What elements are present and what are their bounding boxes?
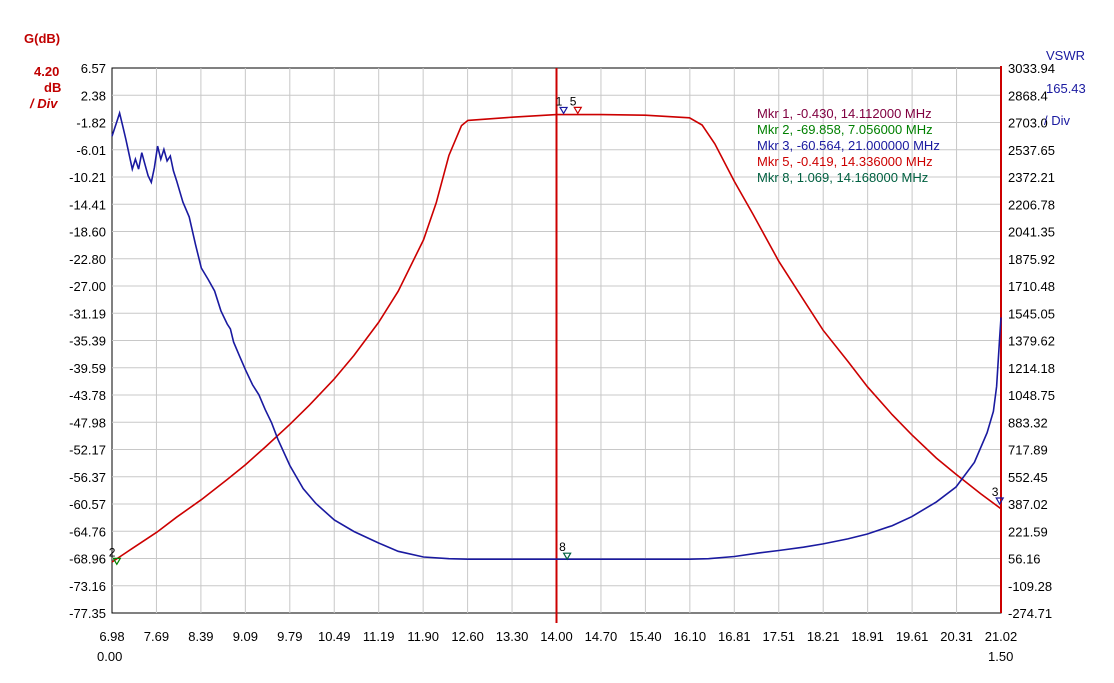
left-tick-label: 6.57 <box>81 61 106 76</box>
vswr-trace-line <box>111 110 1002 560</box>
left-tick-label: -14.41 <box>69 197 106 212</box>
left-tick-label: -27.00 <box>69 279 106 294</box>
left-tick-label: -73.16 <box>69 579 106 594</box>
right-tick-label: 1545.05 <box>1008 306 1055 321</box>
marker-5-number: 5 <box>570 94 577 108</box>
left-axis-ticks: 6.57 2.38 -1.82 -6.01 -10.21 -14.41 -18.60 -22.… <box>69 61 106 621</box>
right-tick-label: 1875.92 <box>1008 252 1055 267</box>
x-tick-label: 17.51 <box>762 629 795 644</box>
x-axis-secondary-max: 1.50 <box>988 649 1013 664</box>
left-tick-label: -77.35 <box>69 606 106 621</box>
x-tick-label: 16.10 <box>674 629 707 644</box>
right-tick-label: 3033.94 <box>1008 61 1055 76</box>
right-tick-label: -274.71 <box>1008 606 1052 621</box>
x-tick-label: 18.21 <box>807 629 840 644</box>
marker-5-readout: Mkr 5, -0.419, 14.336000 MHz <box>757 154 933 169</box>
marker-2-glyph: 2 <box>109 545 122 566</box>
x-tick-label: 8.39 <box>188 629 213 644</box>
marker-8-readout: Mkr 8, 1.069, 14.168000 MHz <box>757 170 928 185</box>
left-tick-label: -60.57 <box>69 497 106 512</box>
marker-2-number: 2 <box>109 545 116 559</box>
right-tick-label: 2537.65 <box>1008 143 1055 158</box>
left-axis-div-unit: dB <box>44 80 61 95</box>
x-tick-label: 9.09 <box>233 629 258 644</box>
right-tick-label: 1379.62 <box>1008 334 1055 349</box>
right-tick-label: 1214.18 <box>1008 361 1055 376</box>
x-axis-ticks: 6.98 7.69 8.39 9.09 9.79 10.49 11.19 11.90 12.60… <box>99 629 1017 644</box>
x-tick-label: 15.40 <box>629 629 662 644</box>
x-tick-label: 9.79 <box>277 629 302 644</box>
right-tick-label: 883.32 <box>1008 415 1048 430</box>
x-tick-label: 14.70 <box>585 629 618 644</box>
x-tick-label: 6.98 <box>99 629 124 644</box>
grid <box>111 66 1002 623</box>
left-tick-label: -6.01 <box>76 143 106 158</box>
right-axis-div-value: 165.43 <box>1046 81 1086 96</box>
right-tick-label: 221.59 <box>1008 524 1048 539</box>
x-tick-label: 19.61 <box>896 629 929 644</box>
right-tick-label: 56.16 <box>1008 552 1041 567</box>
right-tick-label: 2206.78 <box>1008 197 1055 212</box>
x-tick-label: 16.81 <box>718 629 751 644</box>
left-tick-label: -31.19 <box>69 306 106 321</box>
left-tick-label: -35.39 <box>69 334 106 349</box>
x-axis-secondary-min: 0.00 <box>97 649 122 664</box>
x-tick-label: 10.49 <box>318 629 351 644</box>
gain-trace-line <box>111 113 1002 563</box>
left-tick-label: -68.96 <box>69 552 106 567</box>
left-tick-label: -10.21 <box>69 170 106 185</box>
right-tick-label: 2703.0 <box>1008 116 1048 131</box>
left-axis-div-suffix: / Div <box>29 96 58 111</box>
right-tick-label: 1048.75 <box>1008 388 1055 403</box>
x-tick-label: 12.60 <box>451 629 484 644</box>
right-tick-label: 717.89 <box>1008 443 1048 458</box>
x-tick-label: 11.90 <box>407 629 439 644</box>
left-tick-label: -64.76 <box>69 524 106 539</box>
left-tick-label: -1.82 <box>76 116 106 131</box>
left-tick-label: -43.78 <box>69 388 106 403</box>
left-axis-label: G(dB) <box>24 31 60 46</box>
right-tick-label: 2372.21 <box>1008 170 1055 185</box>
right-tick-label: 387.02 <box>1008 497 1048 512</box>
marker-1-glyph: 1 <box>556 94 569 115</box>
right-tick-label: 552.45 <box>1008 470 1048 485</box>
left-tick-label: 2.38 <box>81 88 106 103</box>
x-tick-label: 18.91 <box>851 629 884 644</box>
marker-2-readout: Mkr 2, -69.858, 7.056000 MHz <box>757 122 933 137</box>
x-tick-label: 11.19 <box>363 629 395 644</box>
left-tick-label: -22.80 <box>69 252 106 267</box>
x-tick-label: 7.69 <box>144 629 169 644</box>
right-tick-label: 2868.4 <box>1008 88 1048 103</box>
marker-8-number: 8 <box>559 540 566 554</box>
series-group <box>111 110 1002 563</box>
marker-3-glyph: 3 <box>992 485 1005 506</box>
left-tick-label: -47.98 <box>69 415 106 430</box>
left-tick-label: -18.60 <box>69 225 106 240</box>
marker-5-glyph: 5 <box>570 94 583 115</box>
right-axis-div-suffix: / Div <box>1044 113 1071 128</box>
x-tick-label: 21.02 <box>985 629 1018 644</box>
right-axis-label: VSWR <box>1046 48 1085 63</box>
x-tick-label: 20.31 <box>940 629 973 644</box>
marker-glyphs: 1 2 3 5 8 <box>109 94 1005 566</box>
x-tick-label: 14.00 <box>540 629 573 644</box>
left-tick-label: -39.59 <box>69 361 106 376</box>
marker-8-glyph: 8 <box>559 540 572 561</box>
marker-1-readout: Mkr 1, -0.430, 14.112000 MHz <box>757 106 932 121</box>
left-axis-div-value: 4.20 <box>34 64 59 79</box>
marker-3-readout: Mkr 3, -60.564, 21.000000 MHz <box>757 138 940 153</box>
right-axis-ticks: 3033.94 2868.4 2703.0 2537.65 2372.21 2206.78… <box>1008 61 1055 621</box>
x-tick-label: 13.30 <box>496 629 529 644</box>
right-tick-label: 1710.48 <box>1008 279 1055 294</box>
marker-3-number: 3 <box>992 485 999 499</box>
right-tick-label: -109.28 <box>1008 579 1052 594</box>
left-tick-label: -56.37 <box>69 470 106 485</box>
left-tick-label: -52.17 <box>69 443 106 458</box>
marker-1-number: 1 <box>556 94 563 108</box>
right-tick-label: 2041.35 <box>1008 225 1055 240</box>
